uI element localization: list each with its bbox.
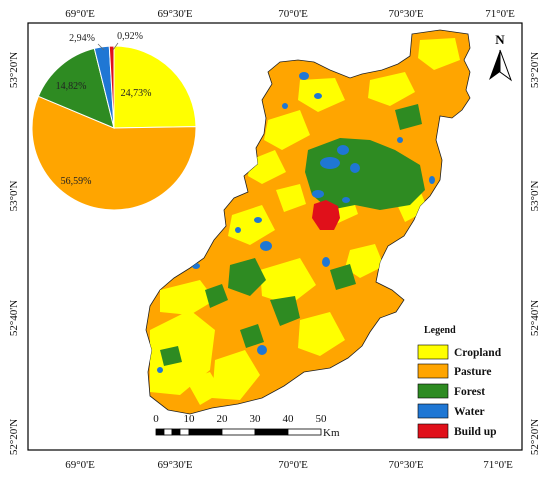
scale-tick-0: 0 — [153, 413, 159, 425]
legend-item-forest: Forest — [417, 383, 485, 399]
top-coord-1: 69°0'E — [65, 8, 95, 20]
top-coord-5: 71°0'E — [485, 8, 515, 20]
bottom-coord-3: 70°0'E — [278, 459, 308, 471]
pie-slice-cropland — [113, 45, 197, 129]
pie-slice-build-up — [108, 45, 115, 129]
right-coord-4: 52°20'N — [529, 419, 541, 455]
pie-label-cropland: 24,73% — [121, 88, 152, 99]
top-coord-4: 70°30'E — [388, 8, 423, 20]
north-label: N — [495, 32, 505, 47]
right-coord-1: 53°20'N — [529, 52, 541, 88]
pie-leader-line — [112, 42, 119, 51]
pie-slice-pasture — [31, 95, 197, 211]
top-coordinates: 69°0'E 69°30'E 70°0'E 70°30'E 71°0'E — [65, 8, 515, 20]
left-coord-1: 53°20'N — [8, 52, 20, 88]
forest-patches — [160, 104, 425, 366]
pie-slice-forest — [37, 47, 115, 129]
left-coord-3: 52°40'N — [8, 300, 20, 336]
north-arrow-icon: N — [489, 32, 513, 82]
legend: Legend Cropland Pasture Forest Water Bui… — [417, 325, 502, 439]
pie-label-forest: 14,82% — [56, 81, 87, 92]
right-coord-2: 53°0'N — [529, 181, 541, 212]
legend-item-pasture: Pasture — [417, 363, 491, 379]
land-cover-pie-chart: 24,73% 56,59% 14,82% 2,94% 0,92% — [31, 31, 197, 211]
left-coord-4: 52°20'N — [8, 419, 20, 455]
scale-tick-50: 50 — [316, 413, 328, 425]
scale-unit: Km — [323, 427, 340, 439]
left-coord-2: 53°0'N — [8, 181, 20, 212]
legend-item-buildup: Build up — [417, 423, 497, 439]
legend-swatch-cropland — [417, 344, 449, 360]
legend-swatch-pasture — [417, 363, 449, 379]
pie-leader-line — [97, 43, 105, 51]
legend-title: Legend — [424, 325, 456, 336]
bottom-coord-5: 71°0'E — [483, 459, 513, 471]
scale-tick-40: 40 — [283, 413, 295, 425]
north-arrow-left-half — [489, 50, 500, 80]
legend-swatch-forest — [417, 383, 449, 399]
buildup-area — [312, 200, 340, 230]
pie-label-build-up: 0,92% — [117, 31, 143, 42]
top-coord-2: 69°30'E — [157, 8, 192, 20]
legend-item-water: Water — [417, 403, 485, 419]
top-coord-3: 70°0'E — [278, 8, 308, 20]
scale-tick-30: 30 — [250, 413, 262, 425]
bottom-coord-4: 70°30'E — [388, 459, 423, 471]
land-cover-region — [145, 29, 471, 415]
legend-label-forest: Forest — [454, 386, 485, 398]
legend-label-cropland: Cropland — [454, 347, 502, 359]
pie-label-pasture: 56,59% — [61, 176, 92, 187]
scale-tick-20: 20 — [217, 413, 229, 425]
north-arrow-right-half — [499, 49, 513, 82]
scale-tick-10: 10 — [184, 413, 196, 425]
legend-label-pasture: Pasture — [454, 366, 491, 378]
right-coordinates: 53°20'N 53°0'N 52°40'N 52°20'N — [529, 52, 541, 455]
bottom-coordinates: 69°0'E 69°30'E 70°0'E 70°30'E 71°0'E — [65, 459, 513, 471]
legend-swatch-water — [417, 403, 449, 419]
scale-bar-segments — [155, 428, 322, 436]
legend-item-cropland: Cropland — [417, 344, 502, 360]
legend-label-water: Water — [454, 406, 485, 418]
left-coordinates: 53°20'N 53°0'N 52°40'N 52°20'N — [8, 52, 20, 455]
cropland-patches — [150, 38, 460, 405]
bottom-coord-1: 69°0'E — [65, 459, 95, 471]
scale-bar: 0 10 20 30 40 50 Km — [153, 413, 340, 439]
pie-label-water: 2,94% — [69, 33, 95, 44]
legend-swatch-buildup — [417, 423, 449, 439]
region-outline — [145, 29, 471, 415]
bottom-coord-2: 69°30'E — [157, 459, 192, 471]
land-cover-patches — [150, 38, 460, 405]
scale-bar-numbers: 0 10 20 30 40 50 — [153, 413, 327, 425]
right-coord-3: 52°40'N — [529, 300, 541, 336]
legend-label-buildup: Build up — [454, 426, 497, 438]
